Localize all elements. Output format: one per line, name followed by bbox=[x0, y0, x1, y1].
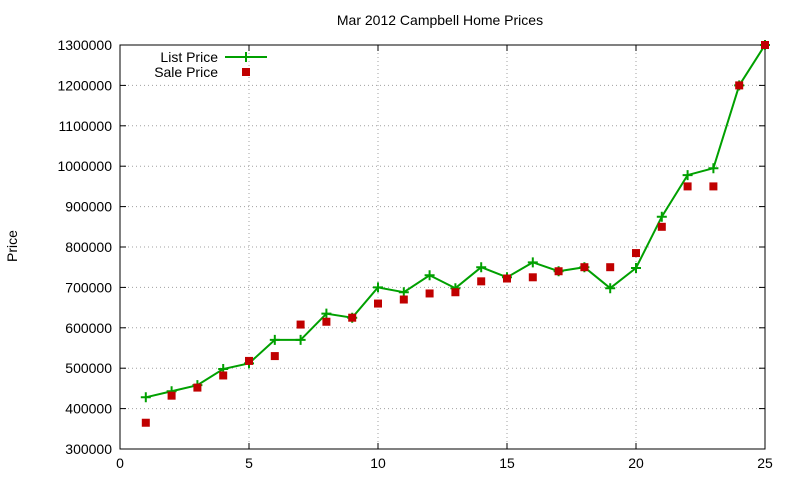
list-price-point bbox=[373, 282, 383, 293]
sale-price-point bbox=[606, 263, 615, 272]
y-tick-label: 900000 bbox=[65, 199, 112, 215]
chart-title: Mar 2012 Campbell Home Prices bbox=[337, 12, 543, 28]
legend-label-sale-price: Sale Price bbox=[154, 64, 218, 80]
grid bbox=[120, 45, 765, 449]
y-tick-label: 600000 bbox=[65, 320, 112, 336]
sale-price-point bbox=[580, 263, 589, 272]
y-tick-label: 1000000 bbox=[57, 158, 112, 174]
series-sale-price bbox=[141, 41, 769, 427]
y-tick-label: 1200000 bbox=[57, 77, 112, 93]
sale-price-point bbox=[528, 273, 537, 282]
sale-price-point bbox=[477, 277, 486, 286]
list-price-point bbox=[682, 170, 693, 181]
sale-price-point bbox=[399, 295, 408, 304]
series-layer bbox=[140, 40, 770, 427]
y-tick-label: 1100000 bbox=[59, 118, 113, 134]
sale-price-point bbox=[141, 418, 150, 427]
list-price-point bbox=[631, 263, 641, 274]
sale-price-point bbox=[296, 320, 305, 329]
y-axis-label: Price bbox=[4, 230, 20, 262]
list-price-line bbox=[145, 44, 766, 399]
sale-price-point bbox=[322, 317, 331, 326]
x-tick-label: 0 bbox=[116, 455, 124, 471]
sale-price-point bbox=[683, 182, 692, 191]
sale-price-point bbox=[167, 391, 176, 400]
sale-price-point bbox=[709, 182, 718, 191]
sale-price-point bbox=[245, 356, 253, 365]
sale-price-point bbox=[425, 289, 434, 298]
y-tick-label: 700000 bbox=[65, 279, 112, 295]
sale-price-point bbox=[193, 383, 202, 392]
sale-price-point bbox=[735, 81, 744, 90]
sale-price-point bbox=[632, 249, 640, 258]
legend: List Price Sale Price bbox=[154, 49, 267, 80]
series-list-price bbox=[140, 40, 770, 403]
sale-price-point bbox=[219, 371, 228, 380]
list-price-point bbox=[424, 270, 435, 281]
y-tick-label: 1300000 bbox=[57, 37, 112, 53]
list-price-point bbox=[321, 308, 332, 319]
x-tick-label: 15 bbox=[499, 455, 515, 471]
sale-price-point bbox=[761, 41, 769, 49]
legend-marker-list-price bbox=[241, 52, 251, 62]
list-price-point bbox=[476, 262, 487, 273]
sale-price-point bbox=[374, 299, 382, 308]
list-price-point bbox=[656, 211, 667, 222]
axis-ticks: 0 5 10 15 20 25 300000 400000 500000 600000 700000… bbox=[57, 37, 773, 471]
x-tick-label: 5 bbox=[245, 455, 253, 471]
sale-price-point bbox=[657, 222, 666, 231]
list-price-point bbox=[605, 283, 616, 294]
x-tick-label: 25 bbox=[757, 455, 773, 471]
legend-marker-sale-price bbox=[242, 68, 250, 76]
sale-price-point bbox=[451, 288, 460, 297]
sale-price-point bbox=[270, 352, 279, 361]
legend-label-list-price: List Price bbox=[160, 49, 218, 65]
list-price-point bbox=[269, 334, 280, 345]
list-price-point bbox=[295, 334, 306, 345]
y-tick-label: 400000 bbox=[65, 401, 112, 417]
list-price-point bbox=[527, 257, 538, 268]
sale-price-point bbox=[554, 267, 563, 276]
y-tick-label: 300000 bbox=[65, 441, 112, 457]
sale-price-point bbox=[503, 274, 511, 283]
x-tick-label: 20 bbox=[628, 455, 644, 471]
y-tick-label: 800000 bbox=[65, 239, 112, 255]
y-tick-label: 500000 bbox=[65, 360, 112, 376]
list-price-point bbox=[140, 392, 151, 403]
sale-price-point bbox=[348, 313, 357, 322]
x-tick-label: 10 bbox=[370, 455, 386, 471]
list-price-point bbox=[708, 163, 719, 174]
